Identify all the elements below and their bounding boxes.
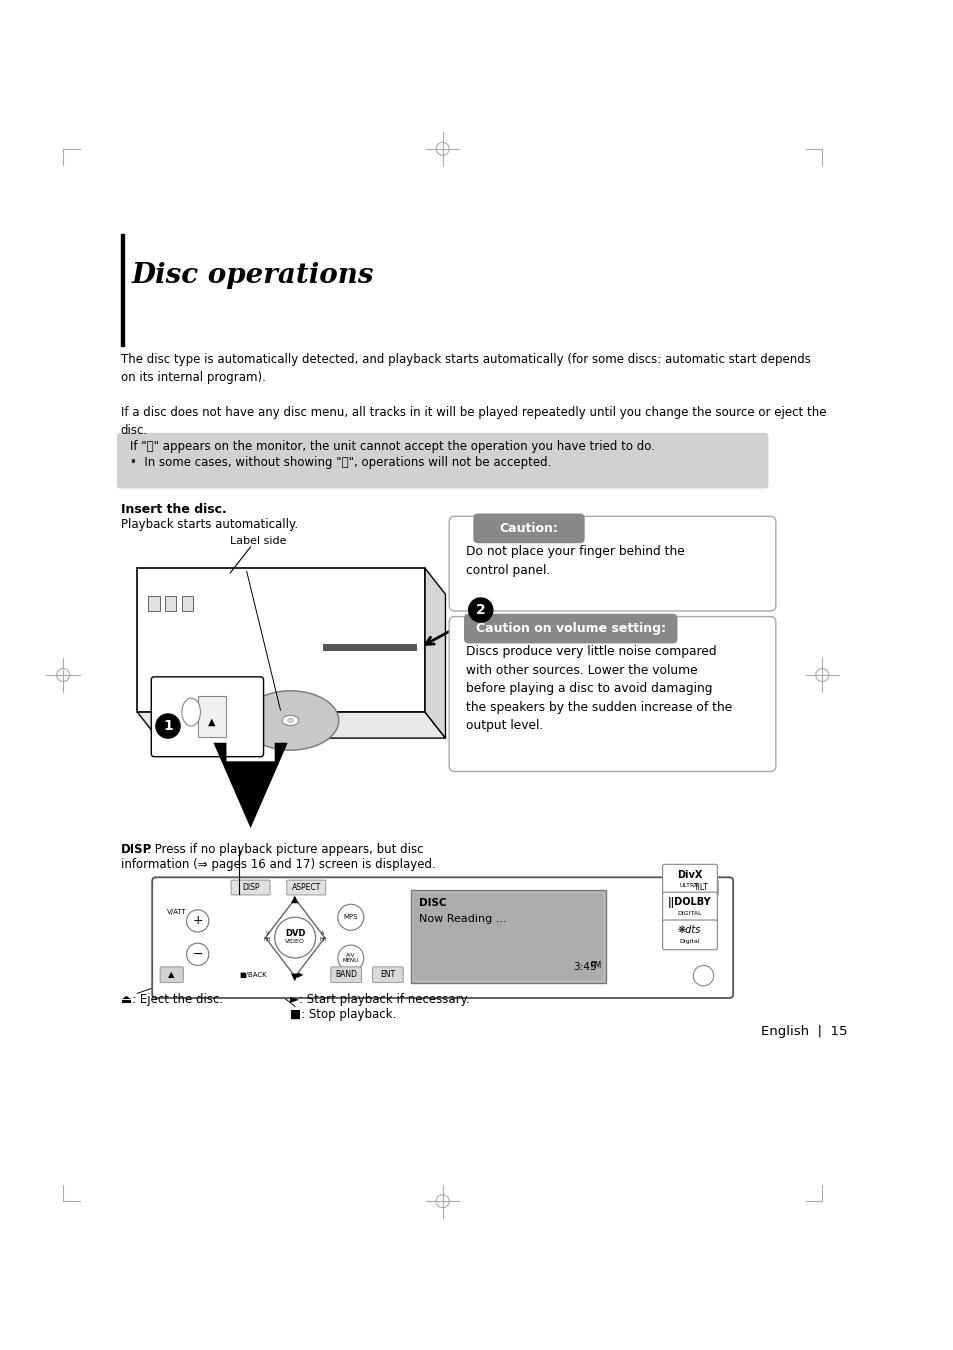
Ellipse shape xyxy=(182,698,200,726)
Text: ▲: ▲ xyxy=(291,894,298,903)
Text: : Press if no playback picture appears, but disc: : Press if no playback picture appears, … xyxy=(147,842,423,856)
Text: 3:45: 3:45 xyxy=(573,963,597,972)
Text: A
HH: A HH xyxy=(319,931,326,942)
FancyBboxPatch shape xyxy=(152,676,263,756)
Circle shape xyxy=(468,598,493,622)
Text: ■: Stop playback.: ■: Stop playback. xyxy=(290,1008,395,1021)
Bar xyxy=(232,775,269,778)
Bar xyxy=(414,894,602,980)
Text: ULTRA: ULTRA xyxy=(679,883,699,888)
Text: BAND: BAND xyxy=(335,971,356,979)
Text: ▲: ▲ xyxy=(169,971,174,979)
Circle shape xyxy=(187,910,209,932)
Text: DISP: DISP xyxy=(120,842,152,856)
Text: ▼: ▼ xyxy=(291,972,298,981)
FancyBboxPatch shape xyxy=(463,614,677,644)
Text: ENT: ENT xyxy=(380,971,395,979)
Text: Discs produce very little noise compared
with other sources. Lower the volume
be: Discs produce very little noise compared… xyxy=(465,645,731,732)
Text: A/V
MENU: A/V MENU xyxy=(342,953,358,964)
Text: V/ATT: V/ATT xyxy=(166,909,186,915)
Text: ▲: ▲ xyxy=(208,717,215,726)
FancyBboxPatch shape xyxy=(152,878,733,998)
Bar xyxy=(182,597,193,612)
Bar xyxy=(232,768,269,771)
Polygon shape xyxy=(265,899,324,976)
Text: The disc type is automatically detected, and playback starts automatically (for : The disc type is automatically detected,… xyxy=(120,352,810,385)
Circle shape xyxy=(274,917,315,958)
FancyBboxPatch shape xyxy=(683,880,718,895)
Text: ❋dts: ❋dts xyxy=(678,925,700,936)
Circle shape xyxy=(337,904,363,930)
Text: Insert the disc.: Insert the disc. xyxy=(120,504,226,516)
Text: ►: Start playback if necessary.: ►: Start playback if necessary. xyxy=(290,994,469,1006)
Ellipse shape xyxy=(242,691,338,751)
Text: V
HH: V HH xyxy=(263,931,271,942)
FancyBboxPatch shape xyxy=(473,513,584,543)
FancyBboxPatch shape xyxy=(231,880,270,895)
Text: •  In some cases, without showing "ⓘ", operations will not be accepted.: • In some cases, without showing "ⓘ", op… xyxy=(130,456,551,468)
Text: −: − xyxy=(193,948,203,961)
Circle shape xyxy=(187,944,209,965)
Text: DIGITAL: DIGITAL xyxy=(677,911,701,917)
FancyBboxPatch shape xyxy=(373,967,403,983)
Text: If "ⓘ" appears on the monitor, the unit cannot accept the operation you have tri: If "ⓘ" appears on the monitor, the unit … xyxy=(130,440,654,454)
Polygon shape xyxy=(425,568,445,738)
Text: DISC: DISC xyxy=(418,898,446,907)
Text: VIDEO: VIDEO xyxy=(285,938,305,944)
Text: ASPECT: ASPECT xyxy=(292,883,320,892)
Ellipse shape xyxy=(288,718,293,722)
Text: ⏏: Eject the disc.: ⏏: Eject the disc. xyxy=(120,994,223,1006)
Bar xyxy=(411,890,605,983)
Bar xyxy=(323,644,416,649)
FancyBboxPatch shape xyxy=(662,864,717,894)
Polygon shape xyxy=(137,711,445,738)
Text: TILT: TILT xyxy=(694,883,708,892)
Bar xyxy=(120,234,124,346)
Text: ■/BACK: ■/BACK xyxy=(239,972,267,977)
Polygon shape xyxy=(213,743,288,828)
Text: 2: 2 xyxy=(476,603,485,617)
Text: Disc operations: Disc operations xyxy=(132,262,374,289)
FancyBboxPatch shape xyxy=(449,617,775,771)
Text: Label side: Label side xyxy=(230,536,286,545)
Ellipse shape xyxy=(282,716,298,725)
Circle shape xyxy=(693,965,713,986)
Text: 1: 1 xyxy=(163,720,172,733)
Polygon shape xyxy=(137,568,425,711)
Text: ▶: ▶ xyxy=(296,971,303,979)
Text: +: + xyxy=(193,914,203,927)
Text: DivX: DivX xyxy=(676,869,701,880)
FancyBboxPatch shape xyxy=(662,892,717,922)
Text: If a disc does not have any disc menu, all tracks in it will be played repeatedl: If a disc does not have any disc menu, a… xyxy=(120,406,825,437)
Text: ||DOLBY: ||DOLBY xyxy=(667,896,711,907)
Text: Caution:: Caution: xyxy=(499,522,558,535)
Text: DISP: DISP xyxy=(241,883,259,892)
FancyBboxPatch shape xyxy=(287,880,325,895)
Bar xyxy=(149,597,159,612)
FancyBboxPatch shape xyxy=(662,919,717,949)
Circle shape xyxy=(337,945,363,971)
Bar xyxy=(165,597,176,612)
Text: information (⇒ pages 16 and 17) screen is displayed.: information (⇒ pages 16 and 17) screen i… xyxy=(120,857,435,871)
Text: Playback starts automatically.: Playback starts automatically. xyxy=(120,518,297,531)
Bar xyxy=(197,697,225,737)
Text: Caution on volume setting:: Caution on volume setting: xyxy=(476,622,665,634)
Bar xyxy=(232,780,269,784)
Text: DVD: DVD xyxy=(285,929,305,938)
Circle shape xyxy=(155,714,180,738)
FancyBboxPatch shape xyxy=(117,433,767,489)
FancyBboxPatch shape xyxy=(160,967,183,983)
FancyBboxPatch shape xyxy=(331,967,361,983)
Text: Digital: Digital xyxy=(679,938,700,944)
Text: MPS: MPS xyxy=(343,914,357,921)
Text: Now Reading ...: Now Reading ... xyxy=(418,914,506,923)
Text: Do not place your finger behind the
control panel.: Do not place your finger behind the cont… xyxy=(465,545,684,576)
Text: PM: PM xyxy=(590,961,600,971)
FancyBboxPatch shape xyxy=(449,516,775,612)
Text: English  |  15: English | 15 xyxy=(760,1025,846,1038)
